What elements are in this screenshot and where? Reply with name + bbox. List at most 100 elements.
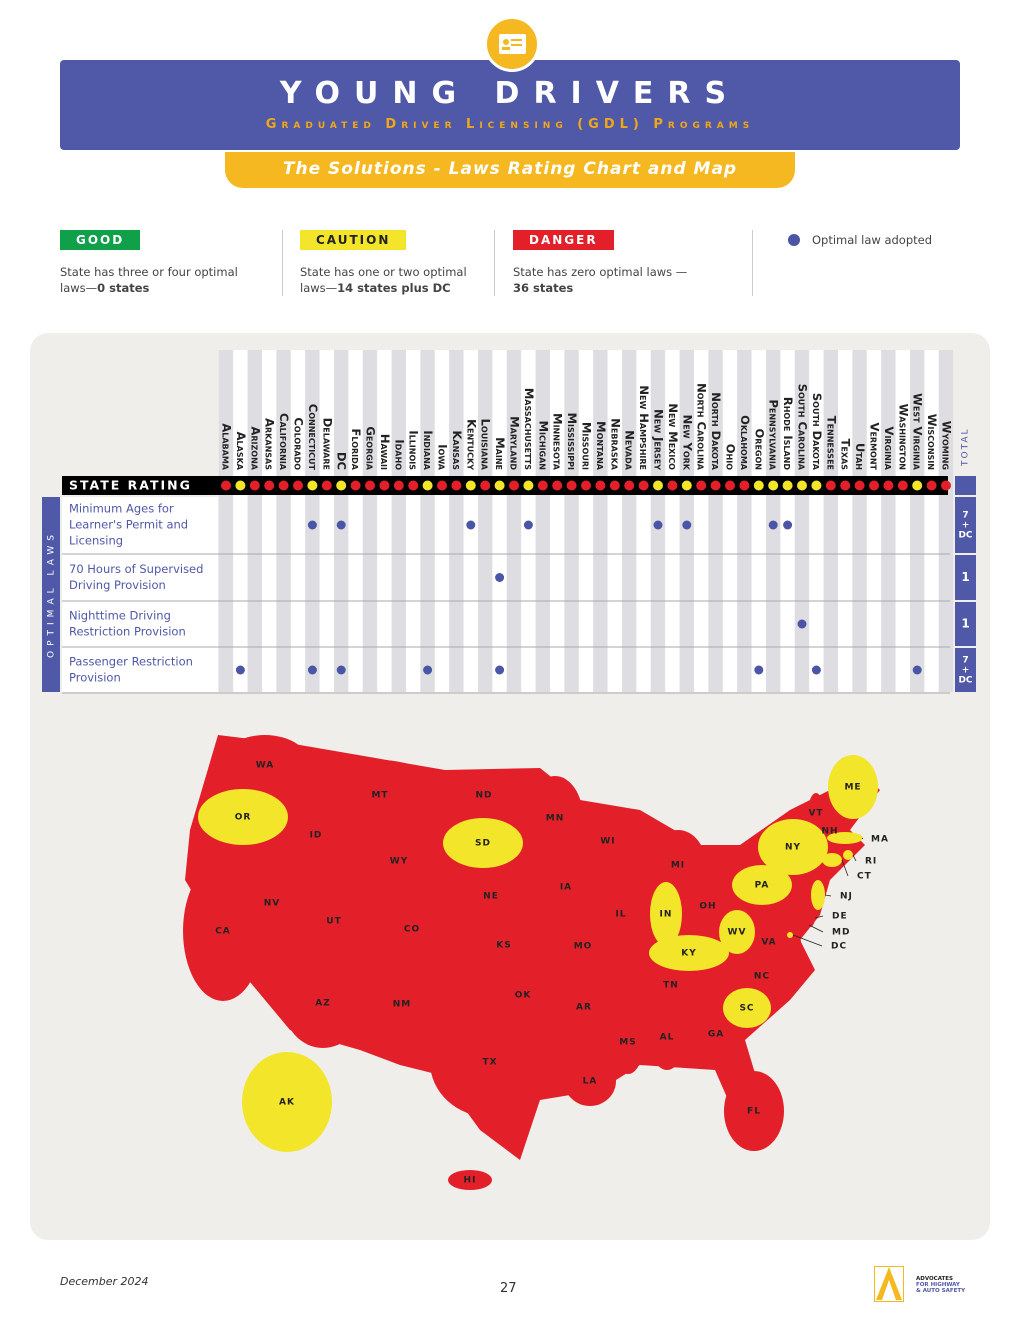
state-shape bbox=[828, 755, 878, 819]
column-stripe bbox=[377, 350, 392, 692]
chart-and-map: OPTIMAL LAWS STATE RATING Alabama Alaska Ari… bbox=[42, 350, 976, 1190]
state-abbr: SC bbox=[739, 1004, 754, 1014]
law-label: Driving Provision bbox=[69, 578, 166, 592]
state-abbr: OH bbox=[699, 902, 716, 912]
column-stripe bbox=[751, 350, 766, 692]
column-stripe bbox=[910, 350, 925, 692]
state-abbr: KS bbox=[496, 941, 511, 951]
legend-description: State has one or two optimal laws— bbox=[300, 265, 467, 295]
law-label: Restriction Provision bbox=[69, 625, 186, 639]
state-name: Mississippi bbox=[565, 413, 579, 470]
state-name: Arkansas bbox=[263, 418, 277, 470]
state-shape bbox=[822, 853, 842, 867]
state-name: Oklahoma bbox=[738, 415, 752, 471]
state-name: Vermont bbox=[868, 423, 882, 471]
state-name: New Mexico bbox=[666, 403, 680, 470]
total-box bbox=[955, 497, 976, 553]
section-banner: The Solutions - Laws Rating Chart and Ma… bbox=[225, 152, 795, 188]
rating-dot bbox=[509, 480, 519, 491]
state-shape bbox=[283, 958, 363, 1048]
column-stripe bbox=[881, 350, 896, 692]
rating-dot bbox=[365, 480, 375, 491]
leader-line bbox=[824, 894, 832, 897]
state-name: Indiana bbox=[421, 430, 435, 470]
state-shape bbox=[430, 1007, 550, 1117]
state-name: Rhode Island bbox=[781, 397, 795, 470]
column-stripe bbox=[866, 350, 882, 692]
state-name: Hawaii bbox=[378, 434, 392, 470]
state-shape bbox=[811, 880, 825, 910]
state-name: North Dakota bbox=[709, 392, 723, 471]
state-shape bbox=[459, 921, 549, 969]
state-shape bbox=[320, 760, 440, 830]
rating-dot bbox=[581, 480, 591, 491]
state-abbr: KY bbox=[681, 949, 697, 959]
optimal-dot bbox=[466, 520, 476, 530]
page-number: 27 bbox=[500, 1281, 517, 1296]
column-stripe bbox=[434, 350, 450, 692]
rating-dot bbox=[235, 480, 246, 491]
state-abbr: NE bbox=[483, 892, 499, 902]
legend-divider bbox=[282, 230, 283, 296]
state-name: Virginia bbox=[882, 427, 896, 471]
rating-dot bbox=[638, 480, 649, 491]
state-shape bbox=[808, 793, 824, 833]
rating-dot bbox=[710, 480, 721, 491]
legend-badge: CAUTION bbox=[300, 230, 407, 250]
column-stripe bbox=[564, 350, 579, 692]
optimal-dot bbox=[495, 665, 505, 675]
state-abbr: OR bbox=[235, 813, 252, 823]
state-name: Alaska bbox=[234, 432, 248, 471]
state-abbr: NY bbox=[785, 843, 801, 853]
state-name: Texas bbox=[839, 439, 853, 471]
state-name: Illinois bbox=[407, 430, 421, 470]
rating-dot bbox=[293, 480, 303, 491]
state-shape bbox=[649, 1004, 685, 1070]
state-abbr: AL bbox=[660, 1033, 675, 1043]
rating-dot bbox=[696, 480, 707, 491]
leader-line bbox=[841, 859, 849, 877]
state-abbr: WA bbox=[256, 761, 275, 771]
state-abbr: MS bbox=[619, 1038, 636, 1048]
rating-dot bbox=[667, 480, 678, 491]
optimal-dot bbox=[495, 573, 505, 582]
law-total: + bbox=[962, 521, 970, 531]
state-name: Michigan bbox=[536, 421, 550, 470]
column-stripe bbox=[622, 350, 637, 692]
law-label: 70 Hours of Supervised bbox=[69, 562, 203, 576]
legend-text: State has one or two optimal laws—14 sta… bbox=[300, 264, 480, 296]
state-shape bbox=[843, 850, 853, 860]
column-stripe bbox=[550, 350, 565, 692]
rating-dot bbox=[537, 480, 548, 491]
column-stripe bbox=[895, 350, 910, 692]
legend-divider bbox=[494, 230, 495, 296]
state-shape bbox=[242, 1052, 332, 1152]
license-icon bbox=[484, 16, 540, 72]
state-name: Washington bbox=[896, 404, 910, 470]
rating-dot bbox=[379, 480, 390, 491]
state-abbr: VT bbox=[808, 809, 823, 819]
law-total: 1 bbox=[961, 617, 969, 631]
state-name: Montana bbox=[594, 421, 608, 471]
subtitle: Graduated Driver Licensing (GDL) Program… bbox=[265, 117, 755, 132]
state-abbr: NJ bbox=[840, 892, 853, 902]
column-stripe bbox=[276, 350, 291, 692]
state-name: Oregon bbox=[752, 429, 766, 470]
state-shape bbox=[302, 881, 366, 961]
legend-dot bbox=[788, 234, 800, 246]
state-abbr: NM bbox=[393, 1000, 412, 1010]
rating-dot bbox=[523, 480, 534, 491]
law-label: Licensing bbox=[69, 534, 123, 548]
column-stripe bbox=[506, 350, 522, 692]
state-abbr: MA bbox=[871, 835, 889, 845]
column-stripe bbox=[722, 350, 738, 692]
rating-dot bbox=[221, 480, 231, 491]
title: YOUNG DRIVERS bbox=[279, 76, 741, 111]
column-stripe bbox=[593, 350, 608, 692]
column-stripe bbox=[233, 350, 248, 692]
state-abbr: OK bbox=[515, 991, 532, 1001]
leader-line bbox=[861, 837, 864, 840]
rating-dot bbox=[480, 480, 491, 491]
logo-mark bbox=[874, 1266, 904, 1302]
